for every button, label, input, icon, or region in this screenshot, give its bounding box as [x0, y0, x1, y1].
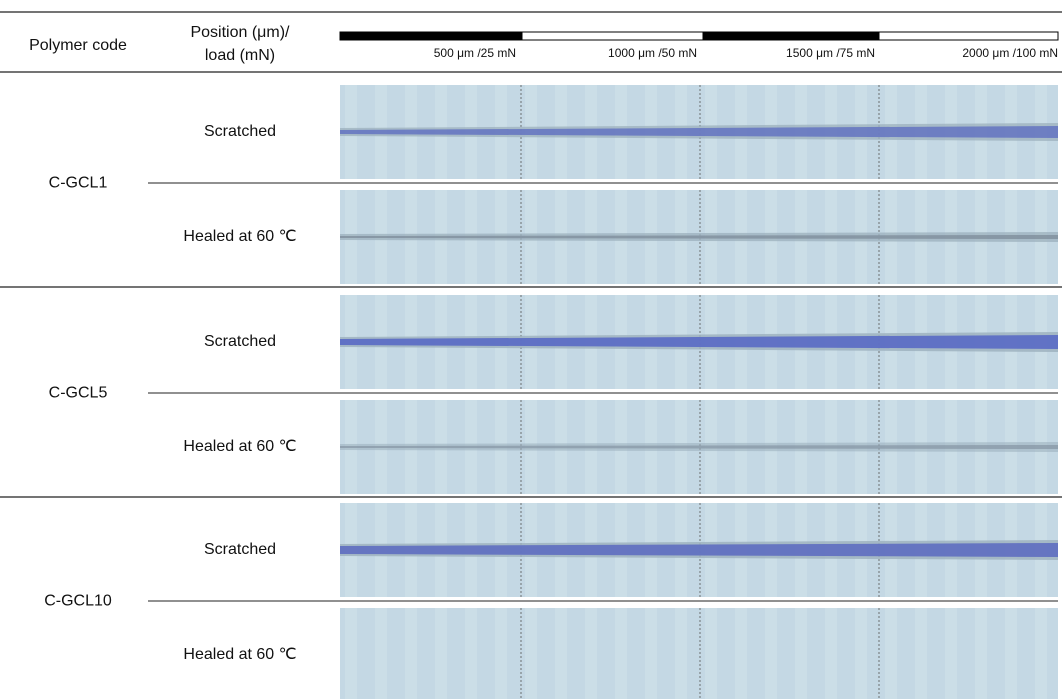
stripe: [405, 608, 417, 699]
stripe: [345, 608, 357, 699]
stripe: [855, 608, 867, 699]
stripe: [495, 608, 507, 699]
polymer-code: C-GCL5: [49, 385, 108, 402]
stripe: [525, 608, 537, 699]
stripe: [795, 608, 807, 699]
row-label: Scratched: [204, 333, 276, 350]
stripe: [585, 608, 597, 699]
figure: Polymer code Position (μm)/ load (mN) 50…: [0, 0, 1062, 699]
stripe: [375, 608, 387, 699]
row-label: Scratched: [204, 541, 276, 558]
scale-segment: [522, 32, 703, 40]
scale-segment: [879, 32, 1058, 40]
scale-label: 1500 μm /75 mN: [786, 46, 875, 60]
micrograph: [340, 85, 1058, 179]
header-polymer-code: Polymer code: [29, 37, 127, 54]
stripe: [615, 608, 627, 699]
row-label: Healed at 60 ℃: [183, 438, 296, 455]
micrograph: [340, 190, 1058, 284]
stripe: [825, 608, 837, 699]
micrograph: [340, 503, 1058, 597]
stripe: [705, 608, 717, 699]
row-label: Healed at 60 ℃: [183, 646, 296, 663]
header-position: Position (μm)/: [190, 24, 290, 41]
stripe: [885, 608, 897, 699]
stripe: [675, 608, 687, 699]
micrograph: [340, 400, 1058, 494]
scale-label: 2000 μm /100 mN: [962, 46, 1058, 60]
stripe: [915, 608, 927, 699]
scale-segment: [340, 32, 522, 40]
scale-label: 500 μm /25 mN: [434, 46, 516, 60]
row-label: Scratched: [204, 123, 276, 140]
scale-label: 1000 μm /50 mN: [608, 46, 697, 60]
header-load: load (mN): [205, 47, 275, 64]
stripe: [465, 608, 477, 699]
stripe: [1035, 608, 1047, 699]
stripe: [765, 608, 777, 699]
polymer-code: C-GCL1: [49, 175, 108, 192]
scale-segment: [703, 32, 879, 40]
stripe: [555, 608, 567, 699]
stripe: [945, 608, 957, 699]
micrograph: [340, 608, 1058, 699]
stripe: [645, 608, 657, 699]
stripe: [435, 608, 447, 699]
polymer-code: C-GCL10: [44, 593, 112, 610]
stripe: [975, 608, 987, 699]
stripe: [735, 608, 747, 699]
scale-bar: [340, 32, 1058, 40]
micrograph: [340, 295, 1058, 389]
stripe: [1005, 608, 1017, 699]
row-label: Healed at 60 ℃: [183, 228, 296, 245]
